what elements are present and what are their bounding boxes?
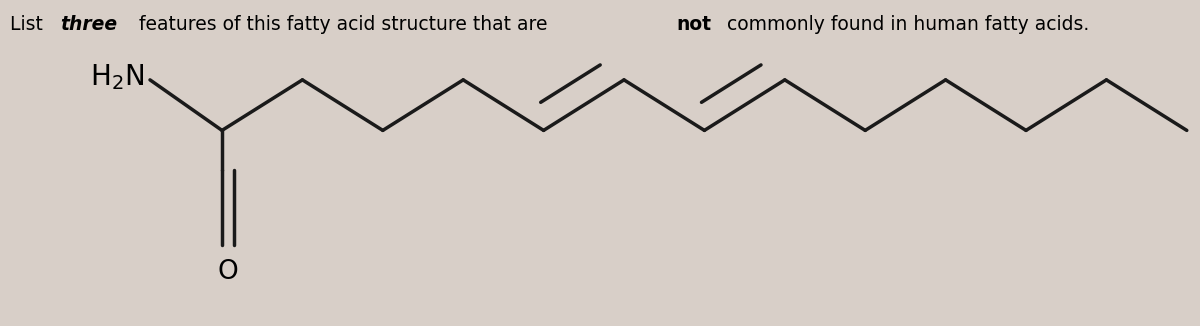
- Text: commonly found in human fatty acids.: commonly found in human fatty acids.: [721, 15, 1090, 34]
- Text: O: O: [217, 259, 239, 285]
- Text: List: List: [10, 15, 48, 34]
- Text: three: three: [60, 15, 116, 34]
- Text: H$_2$N: H$_2$N: [90, 62, 144, 92]
- Text: not: not: [676, 15, 712, 34]
- Text: features of this fatty acid structure that are: features of this fatty acid structure th…: [133, 15, 554, 34]
